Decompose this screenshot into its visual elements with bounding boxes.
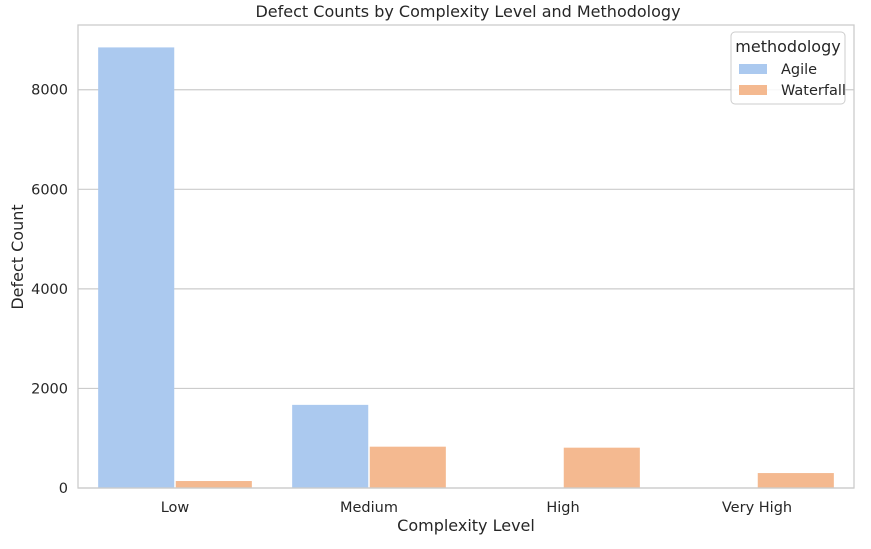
y-tick-labels: 0 2000 4000 6000 8000	[31, 83, 68, 497]
bar-waterfall-very-high	[757, 473, 834, 488]
y-tick-label: 6000	[31, 182, 68, 198]
legend-label-agile: Agile	[781, 62, 817, 78]
y-tick-label: 0	[59, 481, 68, 497]
bar-agile-low	[98, 47, 175, 488]
x-tick-label: High	[546, 500, 579, 516]
legend: methodology Agile Waterfall	[730, 31, 846, 105]
bars	[98, 47, 834, 488]
y-tick-label: 4000	[31, 282, 68, 298]
plot-frame	[77, 24, 855, 489]
x-axis-label: Complexity Level	[397, 516, 535, 535]
x-tick-label: Medium	[340, 500, 398, 516]
bar-agile-medium	[292, 404, 369, 488]
y-tick-label: 2000	[31, 381, 68, 397]
y-tick-label: 8000	[31, 83, 68, 99]
legend-swatch-waterfall	[739, 85, 767, 95]
y-axis-label: Defect Count	[8, 204, 27, 309]
legend-swatch-agile	[739, 64, 767, 74]
legend-title: methodology	[735, 37, 840, 56]
x-tick-labels: Low Medium High Very High	[161, 500, 792, 516]
bar-waterfall-medium	[369, 446, 446, 488]
bar-waterfall-low	[175, 481, 252, 488]
legend-items: Agile Waterfall	[739, 62, 846, 99]
legend-label-waterfall: Waterfall	[781, 83, 846, 99]
gridlines	[78, 89, 854, 489]
chart-title: Defect Counts by Complexity Level and Me…	[255, 2, 680, 21]
bar-waterfall-high	[563, 447, 640, 488]
x-tick-label: Very High	[722, 500, 792, 516]
x-tick-label: Low	[161, 500, 190, 516]
